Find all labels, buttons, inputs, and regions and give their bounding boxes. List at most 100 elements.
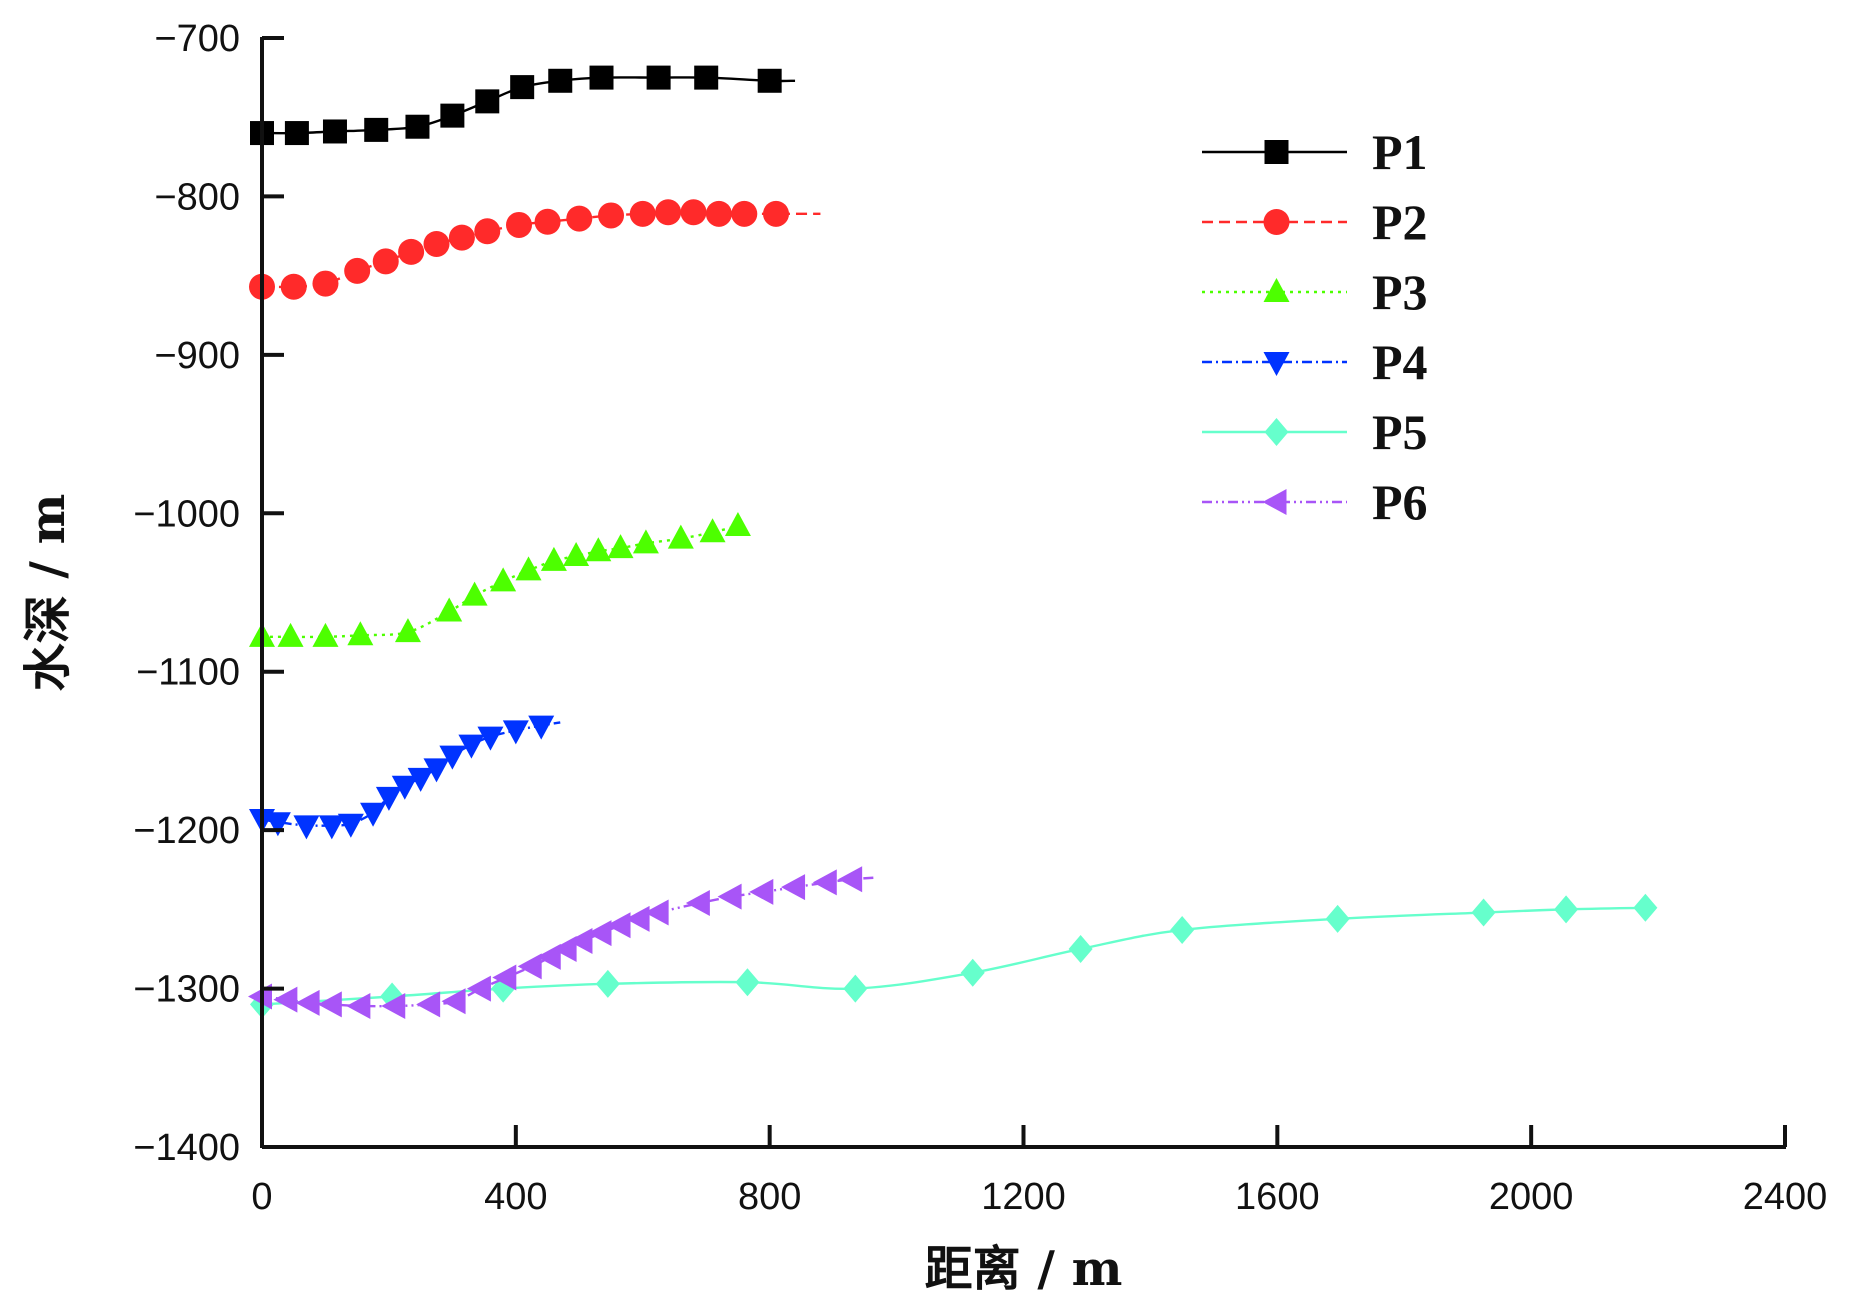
series-p4 bbox=[249, 715, 561, 840]
data-point-p1 bbox=[646, 65, 671, 90]
data-point-p2 bbox=[474, 218, 501, 245]
legend-label-p5: P5 bbox=[1372, 404, 1428, 460]
data-point-p3 bbox=[540, 546, 567, 571]
legend-label-p3: P3 bbox=[1372, 264, 1428, 320]
data-point-p6 bbox=[781, 874, 806, 901]
legend-marker-p5 bbox=[1264, 418, 1289, 446]
series-p6 bbox=[248, 866, 875, 1019]
legend-marker-p6 bbox=[1262, 489, 1287, 515]
legend-item-p3: P3 bbox=[1202, 264, 1428, 320]
data-point-p4 bbox=[293, 815, 320, 840]
data-point-p3 bbox=[699, 518, 726, 543]
data-point-p1 bbox=[284, 121, 309, 146]
data-point-p4 bbox=[407, 767, 434, 792]
y-tick-label: −1400 bbox=[133, 1127, 240, 1169]
data-point-p4 bbox=[264, 812, 291, 837]
data-point-p3 bbox=[563, 542, 590, 567]
x-tick-label: 1200 bbox=[981, 1176, 1066, 1218]
data-point-p2 bbox=[566, 205, 593, 232]
data-point-p6 bbox=[346, 992, 371, 1019]
data-point-p6 bbox=[552, 935, 577, 962]
data-point-p6 bbox=[381, 992, 406, 1019]
data-point-p2 bbox=[448, 224, 475, 251]
ticks-layer: 0 400 800 1200 1600 2000 2400 −700 −800 −900 −1000… bbox=[133, 18, 1827, 1218]
data-point-p1 bbox=[405, 114, 430, 139]
x-tick-label: 0 bbox=[251, 1176, 272, 1218]
data-point-p2 bbox=[629, 200, 656, 227]
data-point-p3 bbox=[585, 537, 612, 562]
data-point-p2 bbox=[280, 273, 307, 300]
legend-marker-p2 bbox=[1263, 209, 1290, 235]
data-point-p6 bbox=[295, 989, 320, 1016]
y-tick-label: −700 bbox=[154, 18, 240, 60]
data-point-p1 bbox=[757, 68, 782, 93]
data-point-p2 bbox=[680, 199, 707, 226]
data-point-p6 bbox=[317, 991, 342, 1018]
x-tick-label: 2000 bbox=[1489, 1176, 1574, 1218]
legend-item-p4: P4 bbox=[1202, 334, 1428, 390]
y-tick-label: −1100 bbox=[136, 652, 240, 694]
data-point-p3 bbox=[490, 567, 517, 592]
data-point-p6 bbox=[644, 899, 669, 926]
data-point-p6 bbox=[625, 905, 650, 932]
data-point-p6 bbox=[812, 869, 837, 896]
data-point-p5 bbox=[1471, 898, 1496, 927]
data-point-p3 bbox=[607, 534, 634, 559]
data-point-p2 bbox=[312, 270, 339, 297]
data-point-p4 bbox=[458, 734, 485, 759]
data-point-p5 bbox=[1068, 934, 1093, 963]
data-point-p6 bbox=[749, 878, 774, 905]
data-point-p3 bbox=[347, 621, 374, 646]
data-point-p6 bbox=[717, 883, 742, 910]
data-point-p2 bbox=[344, 257, 371, 284]
y-tick-label: −1300 bbox=[133, 969, 240, 1011]
data-point-p6 bbox=[685, 890, 710, 917]
x-tick-label: 1600 bbox=[1235, 1176, 1320, 1218]
legend-marker-p1 bbox=[1264, 140, 1289, 164]
series-p3 bbox=[249, 511, 751, 647]
y-axis-title: 水深 / m bbox=[20, 494, 76, 692]
x-axis-title: 距离 / m bbox=[925, 1241, 1123, 1297]
legend-label-p1: P1 bbox=[1372, 124, 1428, 180]
data-point-p6 bbox=[441, 988, 466, 1015]
data-point-p1 bbox=[694, 65, 719, 90]
data-point-p6 bbox=[587, 920, 612, 947]
data-point-p3 bbox=[461, 581, 488, 606]
data-point-p5 bbox=[1633, 893, 1658, 922]
data-point-p1 bbox=[322, 119, 347, 144]
legend-item-p1: P1 bbox=[1202, 124, 1428, 180]
data-point-p2 bbox=[731, 200, 758, 227]
data-point-p3 bbox=[277, 622, 304, 647]
data-point-p1 bbox=[510, 75, 535, 100]
data-point-p2 bbox=[534, 208, 561, 235]
data-point-p3 bbox=[436, 597, 463, 622]
data-point-p6 bbox=[517, 953, 542, 980]
data-point-p6 bbox=[838, 866, 863, 893]
data-point-p1 bbox=[440, 103, 465, 128]
legend-marker-p3 bbox=[1263, 278, 1290, 302]
legend-item-p6: P6 bbox=[1202, 474, 1428, 530]
series-p2 bbox=[249, 199, 821, 300]
data-point-p5 bbox=[595, 969, 620, 998]
data-point-p3 bbox=[312, 622, 339, 647]
data-point-p6 bbox=[416, 991, 441, 1018]
y-tick-label: −800 bbox=[154, 176, 240, 218]
data-point-p2 bbox=[598, 202, 625, 229]
x-tick-label: 400 bbox=[484, 1176, 547, 1218]
data-point-p3 bbox=[515, 556, 542, 581]
x-tick-label: 800 bbox=[738, 1176, 801, 1218]
y-tick-label: −1200 bbox=[133, 810, 240, 852]
legend: P1 P2 P3 P4 P5 P6 bbox=[1202, 124, 1428, 530]
data-point-p3 bbox=[724, 511, 751, 536]
legend-item-p2: P2 bbox=[1202, 194, 1428, 250]
data-point-p2 bbox=[506, 211, 533, 238]
data-point-p3 bbox=[394, 618, 421, 643]
data-point-p5 bbox=[1554, 895, 1579, 924]
data-point-p5 bbox=[843, 974, 868, 1003]
y-tick-label: −900 bbox=[154, 335, 240, 377]
legend-marker-p4 bbox=[1263, 352, 1290, 376]
data-point-p2 bbox=[705, 200, 732, 227]
data-point-p1 bbox=[548, 68, 573, 93]
